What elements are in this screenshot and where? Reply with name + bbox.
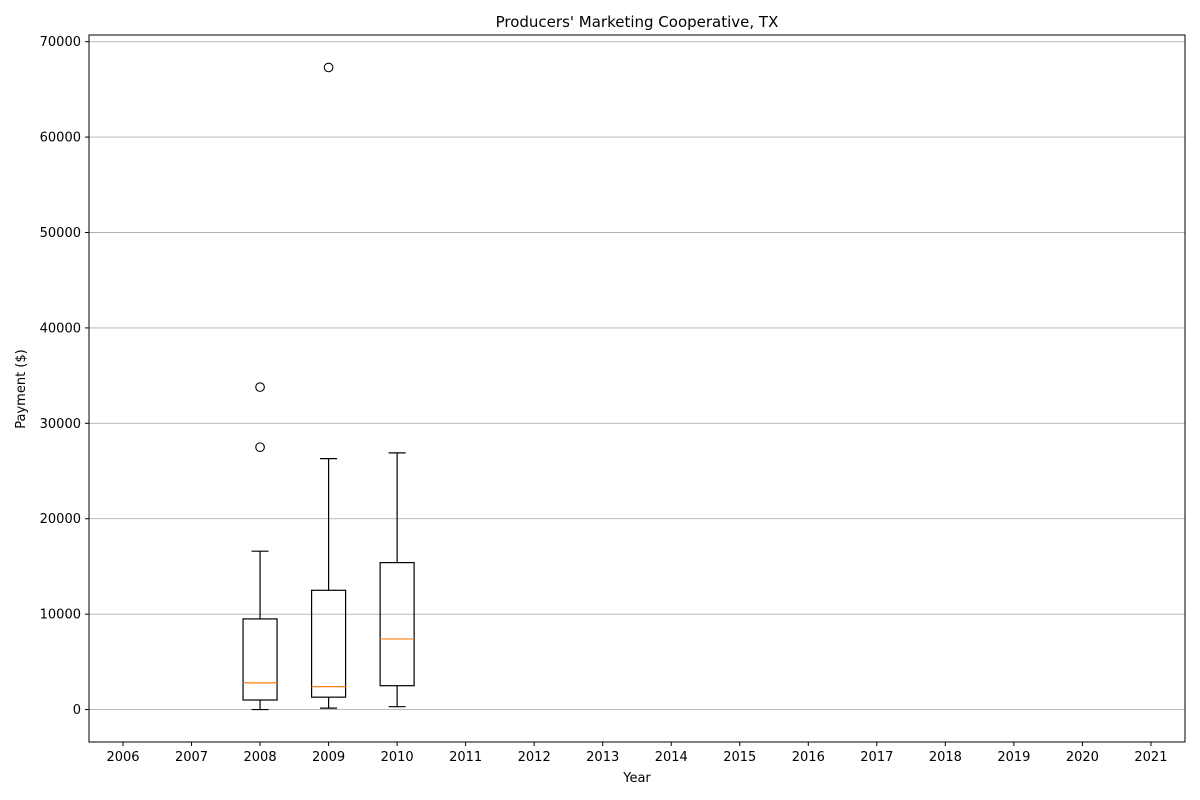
iqr-box — [379, 562, 415, 687]
x-axis-label: Year — [622, 771, 651, 786]
outlier-point — [323, 62, 334, 73]
x-tick-label: 2017 — [860, 750, 893, 765]
x-tick-label: 2009 — [312, 750, 345, 765]
outlier-point — [255, 382, 265, 392]
y-tick-label: 70000 — [40, 35, 81, 50]
chart-title: Producers' Marketing Cooperative, TX — [496, 13, 779, 31]
box-2008 — [242, 382, 278, 711]
x-tick-label: 2008 — [244, 750, 277, 765]
box-plots — [242, 62, 415, 711]
y-tick-label: 10000 — [40, 608, 81, 623]
plot-area-frame — [88, 34, 1186, 743]
x-tick-label: 2010 — [381, 750, 414, 765]
y-tick-label: 50000 — [40, 226, 81, 241]
y-tick-label: 60000 — [40, 131, 81, 146]
x-tick-label: 2011 — [449, 750, 482, 765]
y-tick-label: 0 — [73, 703, 81, 718]
y-axis-ticks: 0 10000 20000 30000 40000 50000 60000 70000 — [40, 35, 89, 718]
x-tick-label: 2019 — [997, 750, 1030, 765]
outlier-point — [255, 442, 265, 453]
x-tick-label: 2015 — [723, 750, 756, 765]
x-tick-label: 2020 — [1066, 750, 1099, 765]
y-tick-label: 30000 — [40, 417, 81, 432]
y-gridlines — [89, 41, 1185, 711]
box-2009 — [310, 62, 347, 709]
x-tick-label: 2013 — [586, 750, 619, 765]
iqr-box — [310, 589, 347, 698]
x-tick-label: 2018 — [929, 750, 962, 765]
x-axis-ticks: 2006 2007 2008 2009 2010 2011 2012 2013 2014 2015… — [106, 742, 1167, 765]
x-tick-label: 2012 — [518, 750, 551, 765]
x-tick-label: 2016 — [792, 750, 825, 765]
x-tick-label: 2021 — [1134, 750, 1167, 765]
y-tick-label: 40000 — [40, 321, 81, 336]
x-tick-label: 2014 — [655, 750, 688, 765]
iqr-box — [242, 618, 278, 701]
box-2010 — [379, 452, 415, 708]
x-tick-label: 2006 — [106, 750, 139, 765]
y-tick-label: 20000 — [40, 512, 81, 527]
y-axis-label: Payment ($) — [14, 349, 29, 428]
x-tick-label: 2007 — [175, 750, 208, 765]
